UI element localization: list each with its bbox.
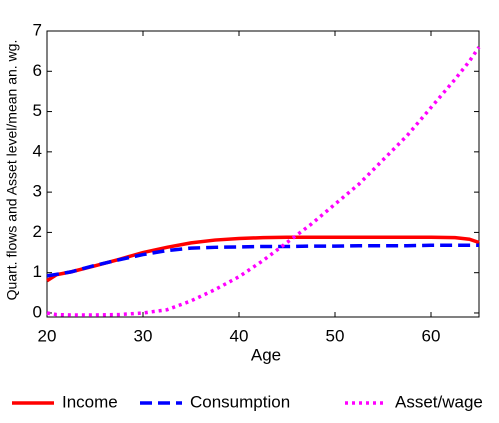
y-axis-label: Quart. flows and Asset level/mean an. wg… <box>4 40 20 301</box>
x-tick-label: 40 <box>230 326 249 345</box>
y-tick-label: 4 <box>33 141 42 160</box>
x-tick-label: 30 <box>134 326 153 345</box>
x-tick-label: 50 <box>326 326 345 345</box>
y-tick-label: 0 <box>33 302 42 321</box>
y-tick-label: 7 <box>33 20 42 39</box>
y-tick-label: 1 <box>33 262 42 281</box>
y-tick-label: 6 <box>33 61 42 80</box>
y-tick-label: 3 <box>33 182 42 201</box>
plot-frame <box>46 30 480 318</box>
x-tick-label: 60 <box>422 326 441 345</box>
legend-label: Income <box>62 392 118 411</box>
legend-label: Consumption <box>190 392 290 411</box>
line-series <box>46 235 480 283</box>
line-series <box>46 243 479 278</box>
y-tick-label: 2 <box>33 222 42 241</box>
x-axis-label: Age <box>251 345 281 364</box>
line-series <box>46 46 481 317</box>
x-tick-label: 20 <box>38 326 57 345</box>
y-tick-label: 5 <box>33 101 42 120</box>
legend-label: Asset/wage <box>395 392 483 411</box>
